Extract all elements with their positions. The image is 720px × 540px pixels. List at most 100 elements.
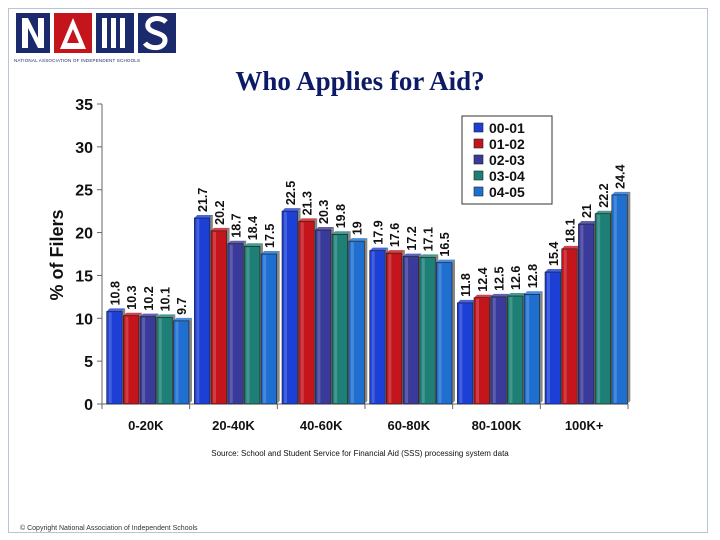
- bar: [369, 250, 386, 405]
- x-tick-label: 100K+: [565, 418, 604, 433]
- chart-bars: [106, 191, 631, 405]
- y-axis-title: % of Filers: [47, 209, 67, 300]
- bar-highlight: [108, 312, 112, 403]
- bar-top: [123, 312, 142, 316]
- bar-top: [156, 314, 176, 318]
- y-tick-label: 20: [75, 226, 93, 243]
- bar-highlight: [492, 297, 496, 403]
- data-label: 20.3: [317, 200, 331, 224]
- bar-highlight: [613, 195, 617, 403]
- bar: [578, 223, 595, 405]
- bar-highlight: [459, 303, 463, 403]
- bar-highlight: [350, 242, 354, 403]
- legend-swatch: [473, 122, 484, 133]
- bar-top: [436, 259, 455, 263]
- bar-highlight: [580, 225, 584, 403]
- bar: [386, 252, 403, 405]
- data-label: 11.8: [459, 273, 473, 297]
- y-tick-label: 10: [75, 311, 93, 328]
- bar: [490, 296, 507, 405]
- data-label: 10.8: [108, 281, 122, 305]
- data-label: 18.7: [230, 213, 244, 237]
- data-label: 21.7: [196, 188, 210, 212]
- data-label: 10.2: [142, 286, 156, 310]
- bar-top: [457, 299, 476, 303]
- bar-side: [188, 317, 192, 404]
- bar-highlight: [263, 255, 267, 403]
- bar-side: [539, 291, 543, 404]
- slide-frame: [8, 8, 708, 533]
- bar-highlight: [526, 295, 530, 403]
- bar-highlight: [371, 251, 375, 403]
- bar-highlight: [317, 231, 321, 403]
- y-tick-label: 35: [75, 97, 93, 114]
- bar-top: [348, 238, 368, 242]
- x-tick-label: 60-80K: [388, 418, 431, 433]
- bar-top: [106, 308, 126, 312]
- data-label: 24.4: [614, 164, 628, 188]
- bar: [419, 257, 436, 405]
- bar-top: [369, 247, 389, 251]
- data-label: 17.1: [422, 227, 436, 251]
- bar: [244, 245, 261, 405]
- legend-label: 01-02: [489, 136, 525, 152]
- y-tick-label: 0: [84, 397, 93, 414]
- bar-top: [595, 210, 614, 214]
- bar: [544, 271, 561, 405]
- bar-highlight: [142, 317, 146, 403]
- bar-top: [227, 240, 247, 244]
- bar-highlight: [597, 214, 601, 403]
- bar-top: [332, 231, 351, 235]
- bar-top: [386, 250, 405, 254]
- bar-highlight: [405, 257, 409, 403]
- bar-top: [173, 317, 192, 321]
- bar-highlight: [300, 222, 304, 403]
- bar-highlight: [175, 321, 179, 403]
- bar: [594, 213, 611, 405]
- bar-highlight: [421, 258, 425, 403]
- bar-highlight: [213, 231, 217, 403]
- bar: [348, 240, 365, 405]
- data-label: 12.8: [526, 264, 540, 288]
- y-tick-label: 30: [75, 140, 93, 157]
- data-label: 17.5: [263, 224, 277, 248]
- bar-top: [244, 243, 263, 247]
- bar: [173, 320, 190, 405]
- bar-top: [282, 208, 301, 212]
- bar-top: [524, 291, 543, 295]
- bar: [315, 229, 332, 405]
- bar: [260, 253, 277, 405]
- bar: [473, 297, 490, 405]
- bar: [106, 311, 123, 405]
- bar-top: [474, 294, 493, 298]
- y-tick-label: 5: [84, 354, 93, 371]
- bar: [210, 230, 227, 405]
- x-tick-label: 20-40K: [212, 418, 255, 433]
- bar-highlight: [229, 244, 233, 403]
- data-label: 22.2: [597, 183, 611, 207]
- data-label: 21: [580, 204, 594, 218]
- bar-highlight: [388, 254, 392, 403]
- bar-top: [211, 227, 230, 231]
- legend-swatch: [473, 154, 484, 165]
- bar-top: [140, 313, 159, 317]
- legend-swatch: [473, 138, 484, 149]
- bar-highlight: [158, 318, 162, 403]
- x-tick-label: 40-60K: [300, 418, 343, 433]
- legend-label: 02-03: [489, 152, 525, 168]
- bar-top: [194, 215, 213, 218]
- legend-label: 04-05: [489, 184, 525, 200]
- bar: [227, 243, 244, 405]
- bar-highlight: [284, 212, 288, 403]
- data-label: 19: [351, 221, 365, 235]
- legend-label: 00-01: [489, 120, 525, 136]
- copyright-note: © Copyright National Association of Inde…: [20, 525, 198, 532]
- data-label: 22.5: [284, 181, 298, 205]
- data-label: 18.1: [563, 218, 577, 242]
- data-label: 12.4: [476, 267, 490, 291]
- data-label: 12.6: [509, 266, 523, 290]
- bar: [194, 217, 211, 405]
- bar-top: [490, 293, 510, 297]
